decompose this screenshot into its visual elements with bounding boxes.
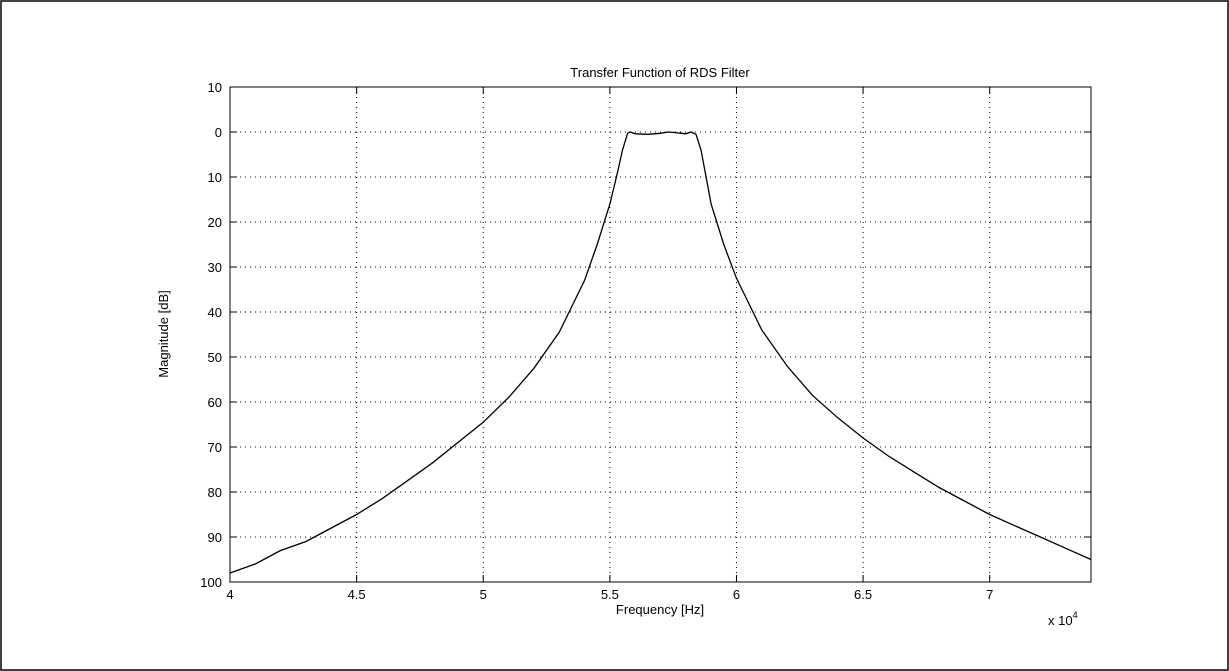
x-tick-label: 6.5 <box>854 587 872 602</box>
y-tick-label: 70 <box>208 440 222 455</box>
y-tick-label: 80 <box>208 485 222 500</box>
y-tick-label: 30 <box>208 260 222 275</box>
grid-layer <box>230 87 1091 582</box>
y-tick-label: 10 <box>208 80 222 95</box>
x-scale-multiplier: x 104 <box>1048 610 1078 628</box>
y-tick-label: 40 <box>208 305 222 320</box>
x-tick-label: 6 <box>733 587 740 602</box>
plot-area-frame <box>229 86 1092 583</box>
y-tick-label: 90 <box>208 530 222 545</box>
series-line <box>229 131 1092 574</box>
y-tick-label: 0 <box>215 125 222 140</box>
x-tick-label: 5.5 <box>601 587 619 602</box>
x-tick-label: 5 <box>480 587 487 602</box>
y-tick-label: 20 <box>208 215 222 230</box>
x-tick-label: 4.5 <box>348 587 366 602</box>
y-tick-label: 60 <box>208 395 222 410</box>
y-tick-label: 10 <box>208 170 222 185</box>
chart-title: Transfer Function of RDS Filter <box>570 65 750 80</box>
x-tick-label: 7 <box>986 587 993 602</box>
x-scale-text: x 10 <box>1048 613 1073 628</box>
x-tick-label: 4 <box>226 587 233 602</box>
x-scale-exponent: 4 <box>1073 610 1078 620</box>
y-axis-label: Magnitude [dB] <box>156 290 171 377</box>
y-tick-label: 50 <box>208 350 222 365</box>
x-axis-label: Frequency [Hz] <box>616 602 704 617</box>
y-tick-label: 100 <box>200 575 222 590</box>
